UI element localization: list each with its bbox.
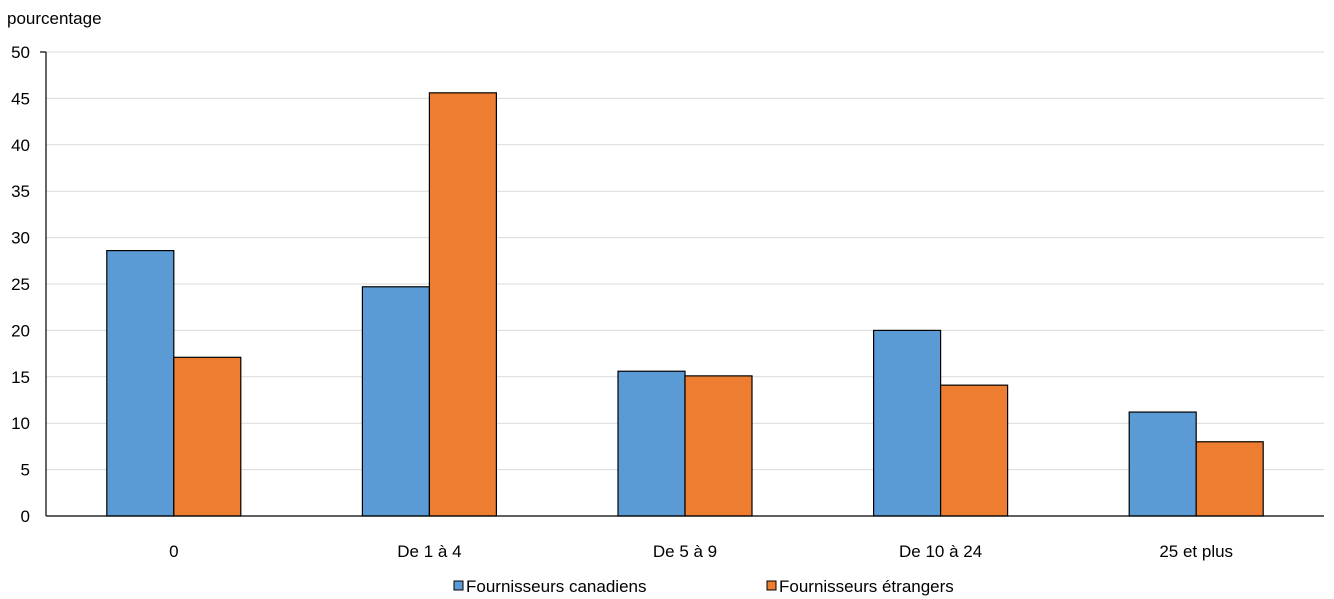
y-tick-label: 45 xyxy=(11,89,30,108)
y-axis-title: pourcentage xyxy=(7,9,102,28)
bar-etrangers xyxy=(428,92,497,517)
x-tick-label: De 10 à 24 xyxy=(899,542,982,561)
bar-etrangers xyxy=(939,384,1009,517)
bar-etrangers xyxy=(173,356,242,517)
bar-canadiens xyxy=(1128,411,1197,517)
bar-etrangers xyxy=(1195,441,1264,517)
y-tick-label: 35 xyxy=(11,182,30,201)
y-tick-label: 40 xyxy=(11,136,30,155)
x-tick-labels: 0 De 1 à 4 De 5 à 9 De 10 à 24 25 et plus xyxy=(169,542,1233,561)
y-tick-label: 50 xyxy=(11,43,30,62)
axes xyxy=(40,51,1324,517)
legend-label: Fournisseurs canadiens xyxy=(466,577,646,596)
bar-canadiens xyxy=(361,286,430,517)
bar-canadiens xyxy=(872,329,942,517)
y-tick-label: 20 xyxy=(11,321,30,340)
x-tick-label: 25 et plus xyxy=(1159,542,1233,561)
y-tick-label: 30 xyxy=(11,229,30,248)
legend-swatch xyxy=(453,580,464,591)
bars xyxy=(106,92,1264,517)
x-tick-label: De 1 à 4 xyxy=(397,542,461,561)
y-tick-label: 25 xyxy=(11,275,30,294)
y-tick-labels: 0 5 10 15 20 25 30 35 40 45 50 xyxy=(11,43,30,526)
x-tick-label: 0 xyxy=(169,542,178,561)
y-tick-label: 10 xyxy=(11,414,30,433)
gridlines xyxy=(46,51,1324,471)
y-tick-label: 5 xyxy=(21,461,30,480)
y-tick-label: 0 xyxy=(21,507,30,526)
x-tick-label: De 5 à 9 xyxy=(653,542,717,561)
bar-canadiens xyxy=(617,370,686,517)
bar-canadiens xyxy=(106,249,175,517)
bar-etrangers xyxy=(684,375,753,517)
y-tick-label: 15 xyxy=(11,368,30,387)
legend-swatch xyxy=(766,580,777,591)
legend: Fournisseurs canadiens Fournisseurs étran… xyxy=(453,577,954,596)
legend-label: Fournisseurs étrangers xyxy=(779,577,954,596)
